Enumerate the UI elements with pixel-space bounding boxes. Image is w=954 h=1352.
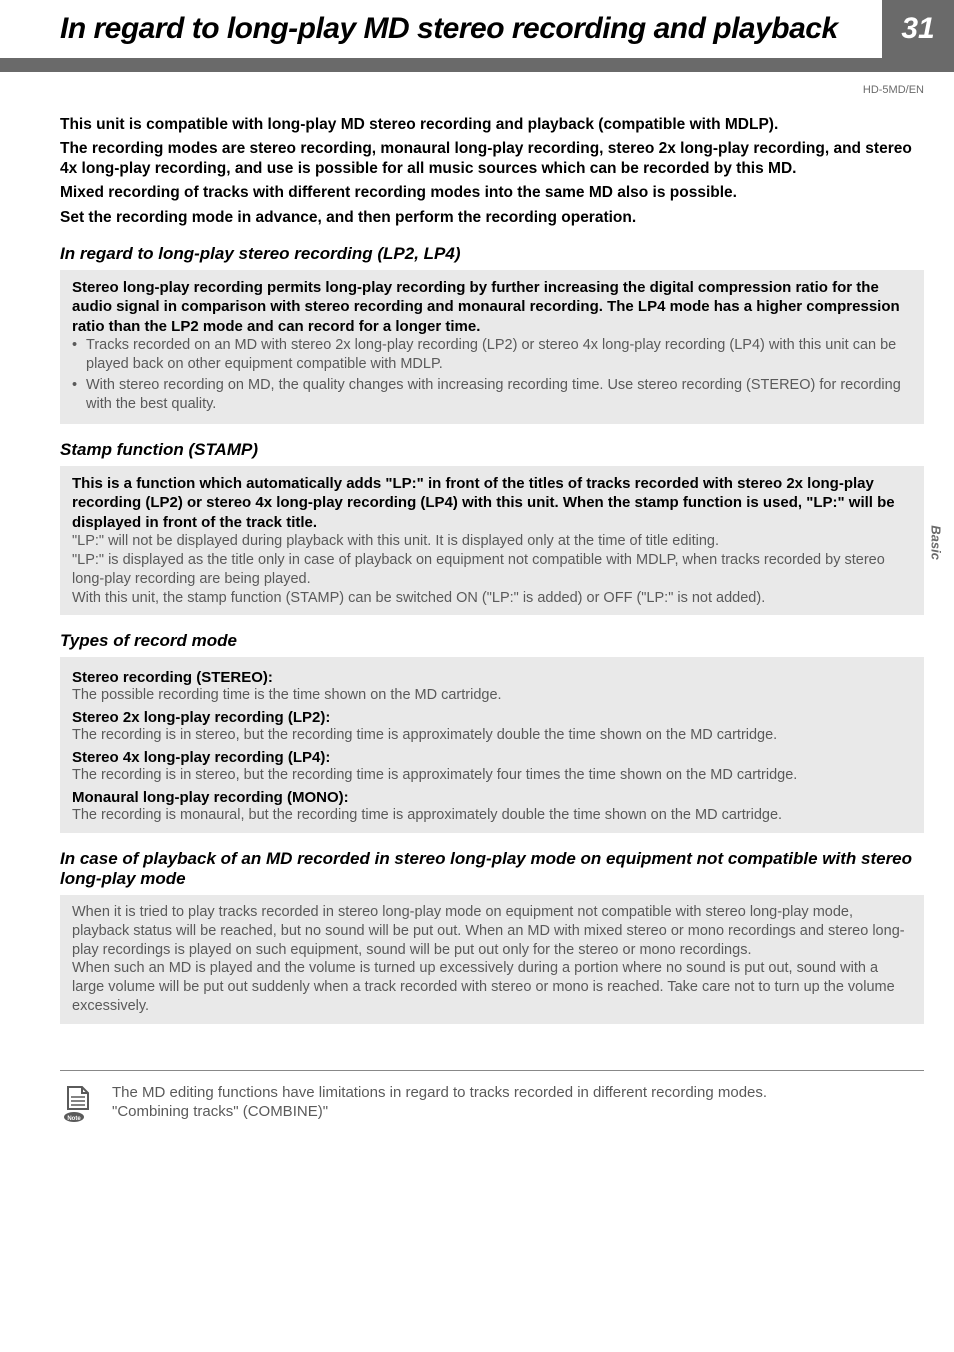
stereo-label: Stereo recording (STEREO):: [72, 669, 912, 686]
section-lp-bullets: Tracks recorded on an MD with stereo 2x …: [72, 336, 912, 413]
page-header: In regard to long-play MD stereo recordi…: [0, 0, 954, 72]
section-playback-title: In case of playback of an MD recorded in…: [60, 849, 924, 889]
note-line-2: "Combining tracks" (COMBINE)": [112, 1102, 767, 1122]
mono-text: The recording is monaural, but the recor…: [72, 806, 912, 825]
section-stamp-para3: With this unit, the stamp function (STAM…: [72, 589, 912, 608]
note-row: Note The MD editing functions have limit…: [60, 1083, 924, 1128]
section-lp-title: In regard to long-play stereo recording …: [60, 244, 924, 264]
section-lp-bold: Stereo long-play recording permits long-…: [72, 278, 912, 337]
section-stamp-bold: This is a function which automatically a…: [72, 474, 912, 533]
section-playback-para2: When such an MD is played and the volume…: [72, 959, 912, 1016]
page-number-badge: 31: [882, 0, 954, 58]
list-item: Tracks recorded on an MD with stereo 2x …: [72, 336, 912, 374]
section-playback-para1: When it is tried to play tracks recorded…: [72, 903, 912, 960]
note-text-block: The MD editing functions have limitation…: [112, 1083, 767, 1122]
lp2-text: The recording is in stereo, but the reco…: [72, 726, 912, 745]
section-types-title: Types of record mode: [60, 631, 924, 651]
section-stamp-para1: "LP:" will not be displayed during playb…: [72, 532, 912, 551]
list-item: With stereo recording on MD, the quality…: [72, 376, 912, 414]
section-stamp-para2: "LP:" is displayed as the title only in …: [72, 551, 912, 589]
lp4-text: The recording is in stereo, but the reco…: [72, 766, 912, 785]
note-icon: Note: [60, 1083, 100, 1128]
side-tab-label: Basic: [929, 525, 944, 560]
mono-label: Monaural long-play recording (MONO):: [72, 789, 912, 806]
model-label: HD-5MD/EN: [863, 84, 924, 96]
lp2-label: Stereo 2x long-play recording (LP2):: [72, 709, 912, 726]
section-lp-box: Stereo long-play recording permits long-…: [60, 270, 924, 424]
header-underline: [0, 58, 954, 72]
intro-line-3: Mixed recording of tracks with different…: [60, 183, 924, 203]
chapter-title: In regard to long-play MD stereo recordi…: [60, 12, 838, 46]
intro-line-1: This unit is compatible with long-play M…: [60, 115, 924, 135]
section-stamp-box: This is a function which automatically a…: [60, 466, 924, 616]
stereo-text: The possible recording time is the time …: [72, 686, 912, 705]
note-line-1: The MD editing functions have limitation…: [112, 1083, 767, 1103]
divider: [60, 1070, 924, 1071]
page-content: This unit is compatible with long-play M…: [60, 115, 924, 1128]
section-playback-box: When it is tried to play tracks recorded…: [60, 895, 924, 1024]
svg-text:Note: Note: [67, 1116, 81, 1122]
section-types-box: Stereo recording (STEREO): The possible …: [60, 657, 924, 832]
intro-line-2: The recording modes are stereo recording…: [60, 139, 924, 179]
intro-line-4: Set the recording mode in advance, and t…: [60, 208, 924, 228]
section-stamp-title: Stamp function (STAMP): [60, 440, 924, 460]
lp4-label: Stereo 4x long-play recording (LP4):: [72, 749, 912, 766]
